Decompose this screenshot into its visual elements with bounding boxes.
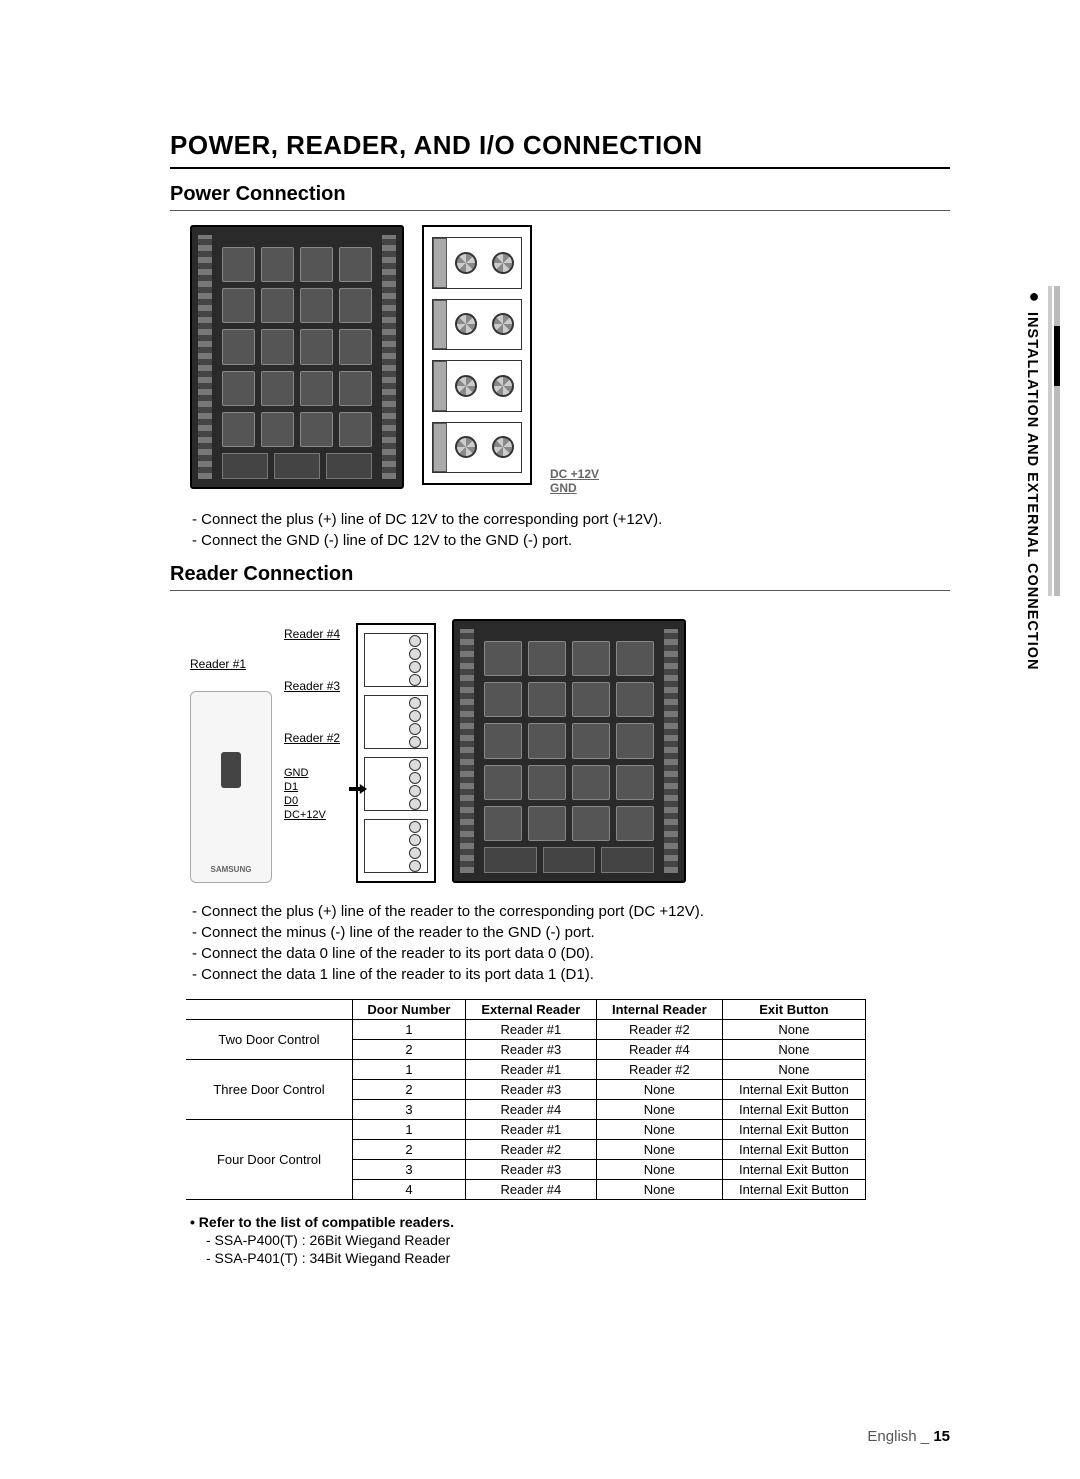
reader-subtitle: Reader Connection [170, 563, 950, 591]
table-cell: None [596, 1180, 722, 1200]
table-cell: Reader #1 [465, 1120, 596, 1140]
table-header: Exit Button [722, 1000, 865, 1020]
table-cell: Internal Exit Button [722, 1120, 865, 1140]
power-instructions: - Connect the plus (+) line of DC 12V to… [192, 511, 950, 549]
reader-bullet: - Connect the data 1 line of the reader … [192, 966, 950, 983]
terminal-small-image [356, 623, 436, 883]
reader-config-table: Door Number External Reader Internal Rea… [186, 999, 866, 1200]
table-cell: Reader #3 [465, 1040, 596, 1060]
table-cell: None [722, 1040, 865, 1060]
page-footer: English _ 15 [867, 1428, 950, 1445]
gnd-label: GND [284, 767, 340, 779]
controller-board-image [190, 225, 404, 489]
reader3-label: Reader #3 [284, 679, 340, 693]
table-header: Door Number [353, 1000, 466, 1020]
table-cell: 3 [353, 1100, 466, 1120]
reader4-label: Reader #4 [284, 627, 340, 641]
power-subtitle: Power Connection [170, 183, 950, 211]
power-bullet: - Connect the GND (-) line of DC 12V to … [192, 532, 950, 549]
d0-label: D0 [284, 795, 340, 807]
reader-device-image [190, 691, 272, 883]
table-cell: Internal Exit Button [722, 1160, 865, 1180]
table-cell: None [596, 1080, 722, 1100]
table-cell: Reader #3 [465, 1160, 596, 1180]
terminal-blocks-image [422, 225, 532, 485]
table-cell: None [596, 1120, 722, 1140]
table-header: External Reader [465, 1000, 596, 1020]
dc12v-label: DC +12V [550, 467, 599, 481]
controller-board-image [452, 619, 686, 883]
note-line: - SSA-P401(T) : 34Bit Wiegand Reader [206, 1250, 950, 1266]
footer-lang: English _ [867, 1428, 929, 1445]
table-cell: Reader #4 [465, 1180, 596, 1200]
reader-instructions: - Connect the plus (+) line of the reade… [192, 903, 950, 983]
table-cell: None [722, 1020, 865, 1040]
reader2-label: Reader #2 [284, 731, 340, 745]
power-bullet: - Connect the plus (+) line of DC 12V to… [192, 511, 950, 528]
table-cell: 1 [353, 1020, 466, 1040]
table-cell: Reader #2 [596, 1020, 722, 1040]
power-diagram: DC +12V GND [190, 225, 950, 501]
table-cell: Reader #1 [465, 1020, 596, 1040]
table-group-header: Two Door Control [186, 1020, 353, 1060]
table-cell: Internal Exit Button [722, 1180, 865, 1200]
note-head: • Refer to the list of compatible reader… [190, 1214, 950, 1230]
footer-page-number: 15 [933, 1428, 950, 1445]
table-cell: Internal Exit Button [722, 1100, 865, 1120]
table-group-header: Four Door Control [186, 1120, 353, 1200]
page-title: POWER, READER, AND I/O CONNECTION [170, 130, 950, 169]
table-cell: Reader #2 [596, 1060, 722, 1080]
table-cell: None [596, 1160, 722, 1180]
reader-bullet: - Connect the plus (+) line of the reade… [192, 903, 950, 920]
reader-bullet: - Connect the data 0 line of the reader … [192, 945, 950, 962]
power-wire-labels: DC +12V GND [550, 225, 599, 501]
table-cell: 1 [353, 1120, 466, 1140]
table-cell: 3 [353, 1160, 466, 1180]
note-line: - SSA-P400(T) : 26Bit Wiegand Reader [206, 1232, 950, 1248]
table-group-header: Three Door Control [186, 1060, 353, 1120]
table-cell: None [722, 1060, 865, 1080]
table-cell: 2 [353, 1080, 466, 1100]
table-cell: 2 [353, 1040, 466, 1060]
table-cell: Reader #2 [465, 1140, 596, 1160]
table-cell: 2 [353, 1140, 466, 1160]
table-cell: None [596, 1140, 722, 1160]
table-cell: Internal Exit Button [722, 1080, 865, 1100]
dc12v-label: DC+12V [284, 809, 340, 821]
table-header [186, 1000, 353, 1020]
compat-note: • Refer to the list of compatible reader… [190, 1214, 950, 1230]
d1-label: D1 [284, 781, 340, 793]
table-cell: None [596, 1100, 722, 1120]
table-cell: Reader #4 [596, 1040, 722, 1060]
table-cell: Reader #1 [465, 1060, 596, 1080]
table-cell: Internal Exit Button [722, 1140, 865, 1160]
table-cell: Reader #4 [465, 1100, 596, 1120]
table-cell: 1 [353, 1060, 466, 1080]
reader-diagram: Reader #1 Reader #4 Reader #3 Reader #2 … [190, 605, 950, 883]
table-cell: 4 [353, 1180, 466, 1200]
table-cell: Reader #3 [465, 1080, 596, 1100]
table-header: Internal Reader [596, 1000, 722, 1020]
reader-bullet: - Connect the minus (-) line of the read… [192, 924, 950, 941]
gnd-label: GND [550, 481, 599, 495]
reader1-label: Reader #1 [190, 657, 272, 671]
